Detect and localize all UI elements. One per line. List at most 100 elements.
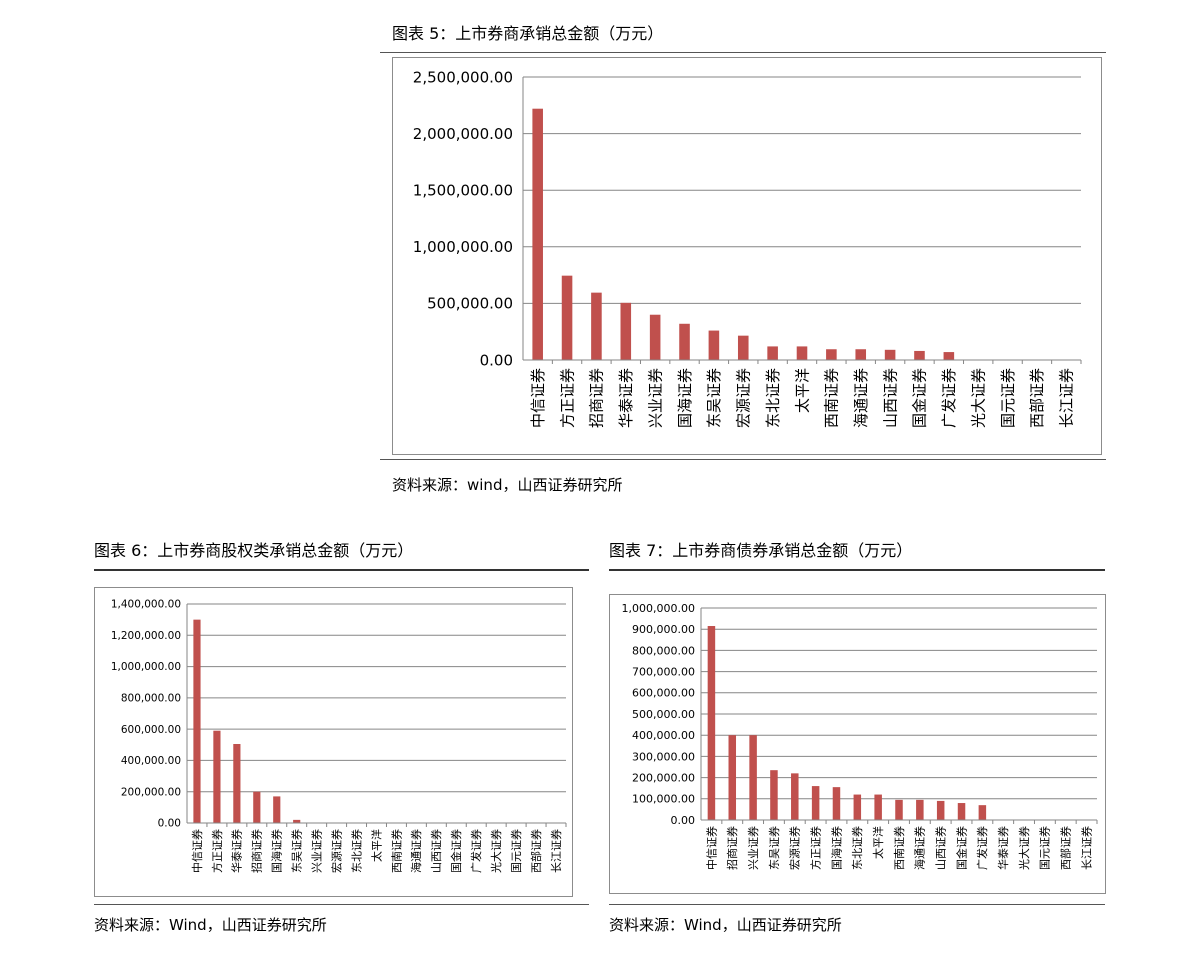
chart5-category-label: 宏源证券 <box>735 368 753 428</box>
chart5-y-tick-label: 1,500,000.00 <box>413 181 513 199</box>
chart7-y-tick-label: 200,000.00 <box>632 771 695 784</box>
chart5-bar <box>649 314 661 360</box>
chart6-bar <box>213 730 221 823</box>
chart7-bar <box>749 735 757 820</box>
chart6-category-label: 招商证券 <box>250 829 264 873</box>
chart5-y-tick-label: 2,500,000.00 <box>413 68 513 86</box>
chart5-bar <box>679 323 690 360</box>
chart5-bar <box>826 349 837 360</box>
chart7-category-label: 光大证券 <box>1017 826 1031 870</box>
chart7-top-rule <box>609 569 1105 571</box>
chart7-y-tick-label: 1,000,000.00 <box>622 602 695 615</box>
chart6-bar <box>293 819 301 823</box>
chart7-y-tick-label: 400,000.00 <box>632 729 695 742</box>
chart7-y-tick-label: 900,000.00 <box>632 623 695 636</box>
chart7-bar <box>874 794 882 820</box>
chart7-bar <box>978 805 987 820</box>
chart5-category-label: 国元证券 <box>999 368 1017 428</box>
chart5-category-label: 太平洋 <box>793 368 811 413</box>
chart6-category-label: 东吴证券 <box>290 829 304 873</box>
chart7-y-tick-label: 700,000.00 <box>632 665 695 678</box>
chart7-category-label: 国海证券 <box>829 826 843 870</box>
chart5-bottom-rule <box>380 459 1106 460</box>
chart5-category-label: 光大证券 <box>969 368 987 428</box>
chart5-category-label: 东北证券 <box>764 368 782 428</box>
chart6-y-tick-label: 400,000.00 <box>121 755 181 767</box>
chart6-y-tick-label: 1,400,000.00 <box>111 599 181 611</box>
chart6-source: 资料来源：Wind，山西证券研究所 <box>94 916 327 934</box>
chart6-bar <box>273 796 281 823</box>
chart5-bar <box>561 275 573 360</box>
chart5-category-label: 国金证券 <box>911 368 929 428</box>
chart5-bar <box>708 330 720 360</box>
chart5-bar <box>737 335 749 360</box>
chart7-bar <box>895 799 903 820</box>
chart5-panel: 0.00 500,000.00 1,000,000.00 1,500,000.00 2,… <box>392 57 1102 455</box>
chart6-category-label: 光大证券 <box>489 829 503 873</box>
chart5-y-tick-label: 500,000.00 <box>427 295 513 313</box>
chart5-category-label: 兴业证券 <box>646 368 664 428</box>
chart7-category-label: 招商证券 <box>725 826 739 870</box>
chart7-category-label: 广发证券 <box>975 826 989 870</box>
chart6-category-label: 西南证券 <box>389 829 403 873</box>
chart6-category-label: 东北证券 <box>349 829 363 873</box>
chart5-top-rule <box>380 52 1106 53</box>
chart6-category-label: 山西证券 <box>429 829 443 873</box>
chart6-category-label: 兴业证券 <box>310 829 324 873</box>
chart5-bar <box>767 346 778 360</box>
chart7-title: 图表 7：上市券商债券承销总金额（万元） <box>609 541 913 560</box>
chart7-bar <box>853 794 862 820</box>
chart5-y-tick-label: 0.00 <box>480 351 513 369</box>
chart7-category-label: 海通证券 <box>913 826 927 870</box>
chart7-bar <box>791 773 799 820</box>
chart5-y-tick-label: 1,000,000.00 <box>413 238 513 256</box>
chart7-category-label: 宏源证券 <box>788 826 802 870</box>
chart7-category-label: 太平洋 <box>871 826 885 859</box>
chart7-bar <box>811 786 820 820</box>
chart5-bar <box>591 292 602 360</box>
chart6-category-label: 广发证券 <box>469 829 483 873</box>
chart5-category-label: 海通证券 <box>852 368 870 428</box>
chart6-bar <box>193 619 201 823</box>
chart6-y-tick-label: 600,000.00 <box>121 724 181 736</box>
chart7-source: 资料来源：Wind，山西证券研究所 <box>609 916 842 934</box>
chart7-category-label: 华泰证券 <box>996 826 1010 870</box>
chart5-bar <box>914 350 925 360</box>
chart7-svg: 0.00 100,000.00 200,000.00 300,000.00 400,00… <box>622 602 1098 870</box>
chart7-bar <box>916 799 924 820</box>
chart5-category-label: 华泰证券 <box>617 368 635 428</box>
chart6-title: 图表 6：上市券商股权类承销总金额（万元） <box>94 541 414 560</box>
chart5-category-label: 西部证券 <box>1028 368 1046 428</box>
chart7-bar <box>832 787 841 820</box>
chart6-svg: 0.00 200,000.00 400,000.00 600,000.00 800,00… <box>111 599 567 873</box>
chart5-bar <box>855 349 867 360</box>
chart5-category-label: 中信证券 <box>529 368 547 428</box>
chart6-category-label: 长江证券 <box>549 829 563 873</box>
chart5-category-label: 招商证券 <box>588 368 606 428</box>
chart7-y-tick-label: 100,000.00 <box>632 793 695 806</box>
chart5-svg: 0.00 500,000.00 1,000,000.00 1,500,000.00 2,… <box>413 68 1082 428</box>
chart6-category-label: 方正证券 <box>210 829 224 873</box>
chart6-panel: 0.00 200,000.00 400,000.00 600,000.00 800,00… <box>94 587 573 897</box>
chart5-bar <box>884 349 896 360</box>
chart5-category-label: 长江证券 <box>1058 368 1076 428</box>
chart6-y-tick-label: 1,200,000.00 <box>111 630 181 642</box>
chart7-bar <box>936 800 945 820</box>
chart6-category-label: 国金证券 <box>449 829 463 873</box>
chart5-bar <box>620 302 632 360</box>
chart7-category-label: 方正证券 <box>808 826 822 870</box>
chart6-category-label: 国元证券 <box>509 829 523 873</box>
chart5-category-label: 山西证券 <box>881 368 899 428</box>
chart6-y-tick-label: 1,000,000.00 <box>111 661 181 673</box>
chart5-source: 资料来源：wind，山西证券研究所 <box>392 476 623 494</box>
chart7-category-label: 西部证券 <box>1059 826 1073 870</box>
chart7-y-tick-label: 300,000.00 <box>632 750 695 763</box>
chart6-category-label: 国海证券 <box>270 829 284 873</box>
chart7-bar <box>728 735 737 820</box>
chart6-bar <box>233 744 241 823</box>
chart6-category-label: 西部证券 <box>529 829 543 873</box>
chart5-category-label: 东吴证券 <box>705 368 723 428</box>
chart5-bar <box>943 352 955 360</box>
chart7-bar <box>707 626 716 820</box>
chart6-top-rule <box>94 569 589 571</box>
